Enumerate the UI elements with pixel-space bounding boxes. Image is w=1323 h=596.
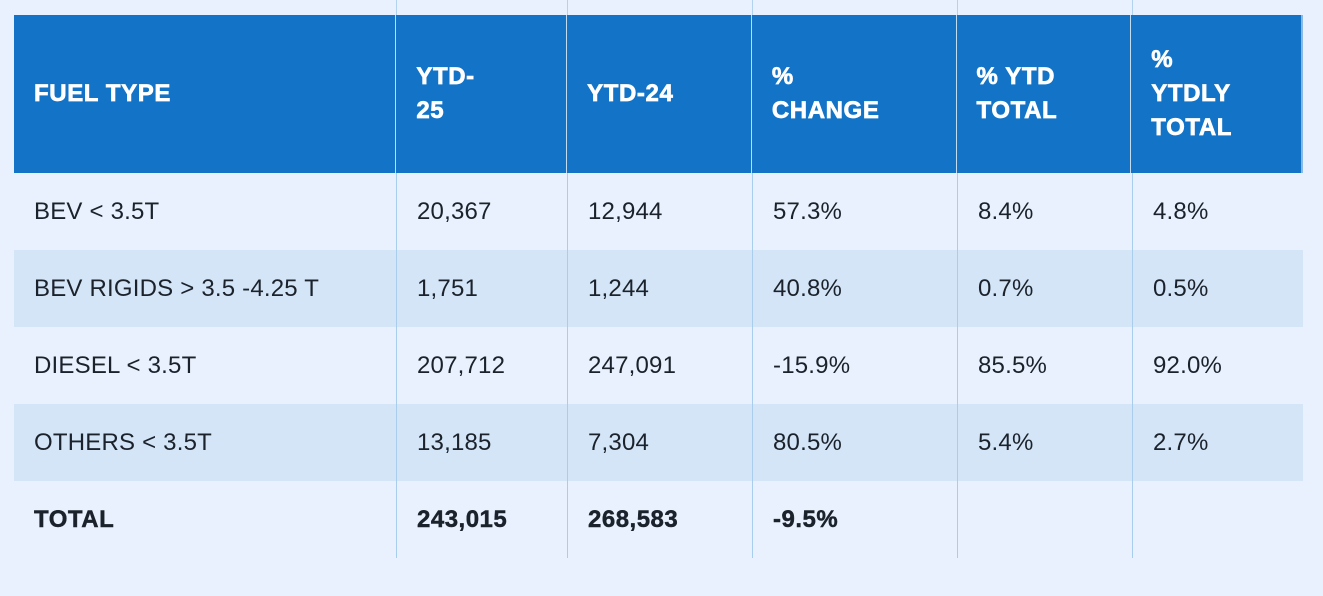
header-label: % <box>771 63 794 91</box>
cell-pct-change: 57.3% <box>752 173 957 250</box>
header-label: % <box>1151 46 1174 74</box>
cell-pct-ytd-total: 8.4% <box>957 173 1132 250</box>
table-row: BEV RIGIDS > 3.5 -4.25 T 1,751 1,244 40.… <box>14 250 1303 327</box>
header-label: 25 <box>416 97 445 125</box>
header-label: % YTD <box>976 63 1056 91</box>
cell-pct-change: -9.5% <box>752 481 957 558</box>
table-total-row: TOTAL 243,015 268,583 -9.5% <box>14 481 1303 558</box>
cell-ytd-25: 207,712 <box>396 327 567 404</box>
header-label: YTD-24 <box>587 80 674 108</box>
table-header-row: FUEL TYPE YTD- 25 YTD-24 % CHANGE % YTD … <box>14 15 1303 173</box>
header-cell-fuel-type: FUEL TYPE <box>14 15 395 173</box>
cell-pct-ytdly-total: 4.8% <box>1132 173 1303 250</box>
header-label: YTD- <box>416 63 475 91</box>
header-cell-ytd-24: YTD-24 <box>566 15 751 173</box>
header-cell-pct-ytd-total: % YTD TOTAL <box>955 15 1131 173</box>
header-label: TOTAL <box>1151 114 1233 142</box>
cell-fuel-type: BEV < 3.5T <box>34 197 160 225</box>
header-cell-pct-change: % CHANGE <box>750 15 956 173</box>
column-gridline-stub <box>1132 0 1133 15</box>
cell-ytd-25: 243,015 <box>396 481 567 558</box>
cell-pct-ytdly-total: 92.0% <box>1132 327 1303 404</box>
cell-pct-ytd-total: 5.4% <box>957 404 1132 481</box>
cell-ytd-24: 247,091 <box>567 327 752 404</box>
header-label: FUEL TYPE <box>34 80 171 108</box>
cell-pct-change: -15.9% <box>752 327 957 404</box>
header-label: CHANGE <box>771 97 880 125</box>
cell-pct-ytd-total: 0.7% <box>957 250 1132 327</box>
cell-ytd-25: 1,751 <box>396 250 567 327</box>
fuel-type-registrations-table: FUEL TYPE YTD- 25 YTD-24 % CHANGE % YTD … <box>14 15 1303 558</box>
column-gridline-stub <box>957 0 958 15</box>
cell-fuel-type: BEV RIGIDS > 3.5 -4.25 T <box>34 274 320 302</box>
cell-ytd-25: 13,185 <box>396 404 567 481</box>
header-label: YTDLY <box>1151 80 1231 108</box>
cell-ytd-25: 20,367 <box>396 173 567 250</box>
cell-pct-ytd-total: 85.5% <box>957 327 1132 404</box>
cell-ytd-24: 1,244 <box>567 250 752 327</box>
cell-pct-change: 40.8% <box>752 250 957 327</box>
column-gridline-stub <box>567 0 568 15</box>
cell-ytd-24: 268,583 <box>567 481 752 558</box>
cell-pct-ytdly-total <box>1132 481 1303 558</box>
cell-fuel-type: DIESEL < 3.5T <box>34 351 197 379</box>
header-cell-ytd-25: YTD- 25 <box>395 15 566 173</box>
cell-pct-ytd-total <box>957 481 1132 558</box>
cell-pct-ytdly-total: 2.7% <box>1132 404 1303 481</box>
cell-pct-ytdly-total: 0.5% <box>1132 250 1303 327</box>
header-label: TOTAL <box>976 97 1058 125</box>
table-row: OTHERS < 3.5T 13,185 7,304 80.5% 5.4% 2.… <box>14 404 1303 481</box>
column-gridline-stub <box>396 0 397 15</box>
column-gridline-stub <box>752 0 753 15</box>
cell-fuel-type: TOTAL <box>34 505 115 533</box>
cell-ytd-24: 12,944 <box>567 173 752 250</box>
cell-ytd-24: 7,304 <box>567 404 752 481</box>
cell-pct-change: 80.5% <box>752 404 957 481</box>
cell-fuel-type: OTHERS < 3.5T <box>34 428 212 456</box>
header-cell-pct-ytdly-total: % YTDLY TOTAL <box>1130 15 1301 173</box>
table-row: BEV < 3.5T 20,367 12,944 57.3% 8.4% 4.8% <box>14 173 1303 250</box>
table-row: DIESEL < 3.5T 207,712 247,091 -15.9% 85.… <box>14 327 1303 404</box>
